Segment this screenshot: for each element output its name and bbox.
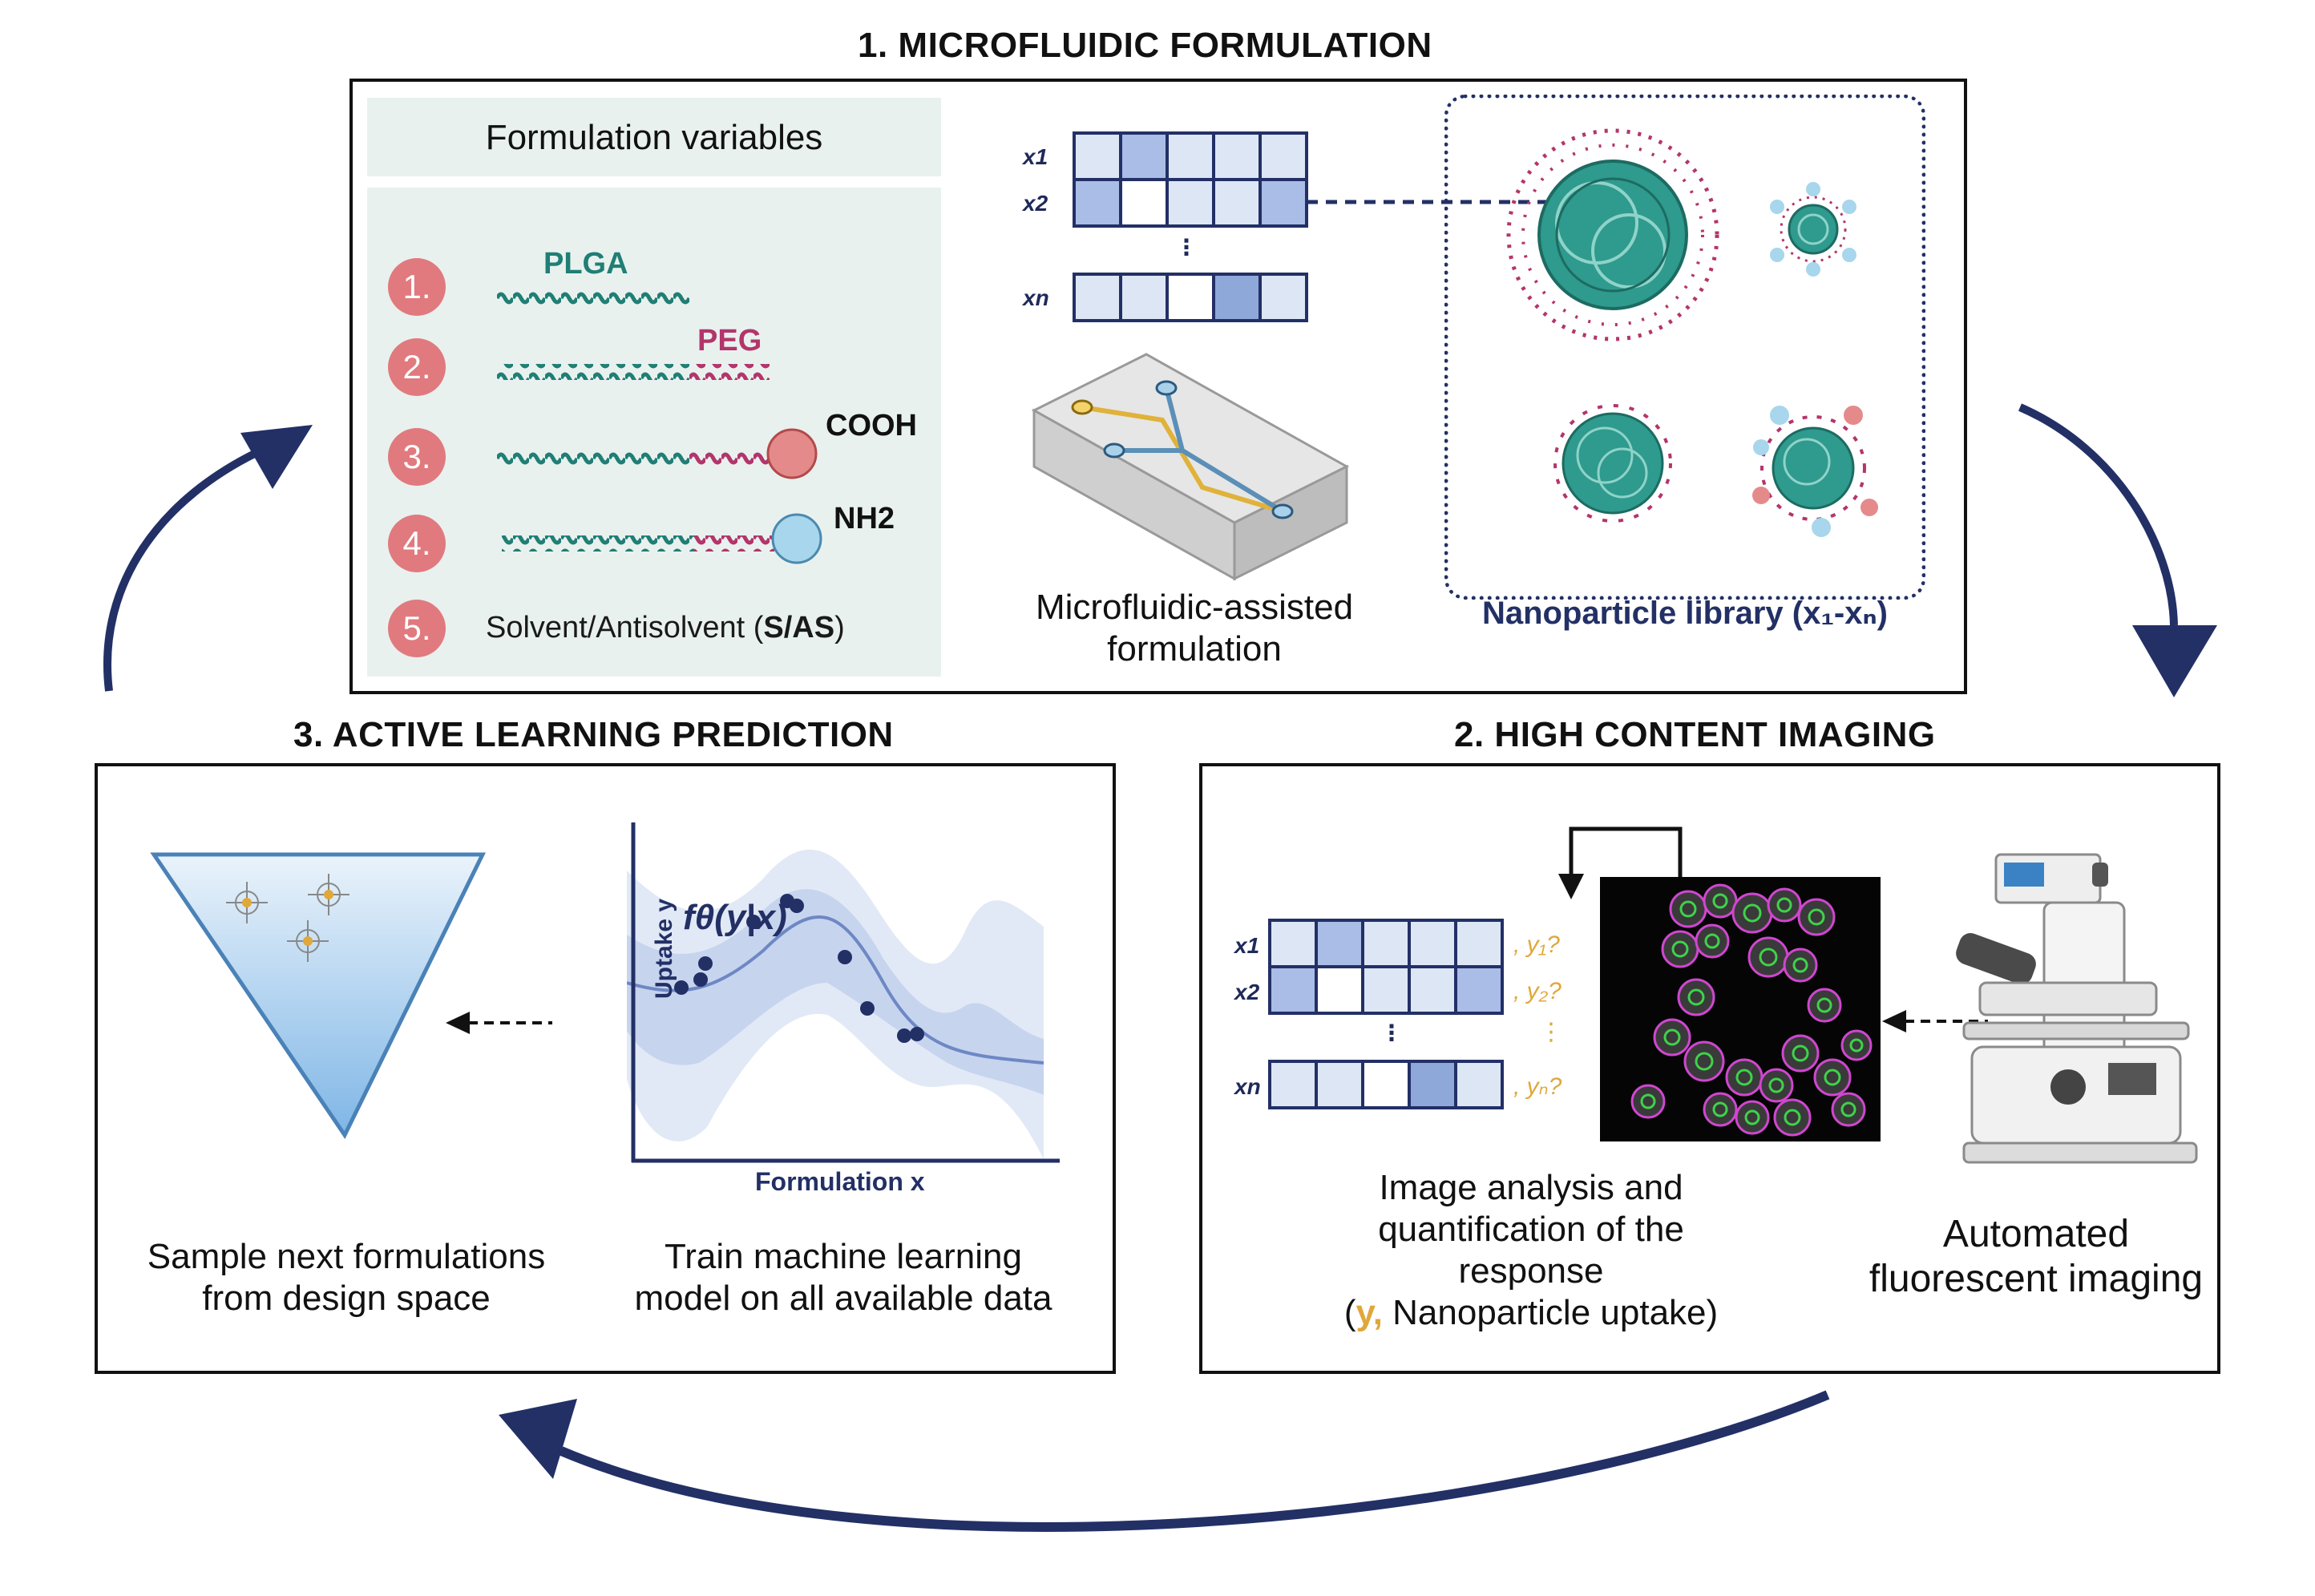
section-1-title: 1. MICROFLUIDIC FORMULATION [858,26,1432,65]
microscope-to-image-arrow [1882,1010,1988,1032]
y1-label: , y₁? [1513,931,1560,958]
cooh-label: COOH [826,409,917,442]
analysis-caption-line1: Image analysis and [1379,1168,1683,1207]
fluorescence-image [1600,877,1881,1141]
feedback-arrow [1558,826,1683,899]
y-ellipsis: ⋮ [1539,1019,1563,1045]
imaging-matrix-x2: x2 [1234,980,1260,1004]
imaging-panel: x1 x2 ⋮ xn , y₁? , y₂? ⋮ , yₙ? [1199,763,2220,1374]
variable-number-2: 2. [388,338,446,396]
analysis-caption-line4: (y, Nanoparticle uptake) [1343,1293,1719,1332]
variables-header-box [367,98,941,176]
model-to-sampling-arrow [446,1012,552,1034]
polymer-chains-illustration [497,289,822,564]
design-space-triangle [150,852,487,1139]
imaging-caption-line2: fluorescent imaging [1869,1258,2204,1300]
x-axis-label: Formulation x [755,1167,925,1196]
plga-label: PLGA [543,247,628,281]
analysis-caption-line2: quantification of the [1378,1210,1684,1249]
imaging-matrix-xn: xn [1234,1074,1261,1099]
yn-label: , yₙ? [1513,1073,1562,1100]
variable-number-5: 5. [388,600,446,657]
y-axis-label: Uptake y [651,898,677,999]
train-caption-line2: model on all available data [634,1279,1052,1318]
imaging-caption-line1: Automated [1942,1213,2130,1255]
matrix-label-xn: xn [1023,285,1049,310]
medium-nanoparticle [1553,404,1672,523]
matrix-label-x2: x2 [1023,191,1048,216]
imaging-matrix-x1: x1 [1234,933,1260,958]
matrix-ellipsis: ⋮ [1175,235,1198,260]
gp-model-plot [627,822,1060,1163]
peg-label: PEG [697,324,762,358]
variable-number-4: 4. [388,515,446,572]
microfluidic-caption-line1: Microfluidic-assisted [1035,588,1354,627]
matrix-label-x1: x1 [1023,144,1048,169]
sample-caption-line2: from design space [202,1279,491,1318]
solvent-label: Solvent/Antisolvent (S/AS) [486,611,845,644]
active-learning-panel: fθ(y|x) Uptake y Formulation x Sample ne… [95,763,1116,1374]
analysis-caption-line3: response [1458,1251,1604,1291]
nanoparticle-illustrations [1506,128,1878,537]
formulation-matrix [1073,131,1308,322]
large-peg-nanoparticle [1506,128,1719,341]
variable-number-3: 3. [388,428,446,486]
sample-caption-line1: Sample next formulations [147,1237,546,1276]
microscope-illustration [1956,853,2198,1164]
microfluidic-caption-line2: formulation [1107,629,1282,669]
y-highlight: y, [1355,1293,1383,1332]
model-function-label: fθ(y|x) [683,898,787,937]
nh2-label: NH2 [834,502,895,535]
variables-header: Formulation variables [485,118,823,157]
variable-number-1: 1. [388,258,446,316]
y2-label: , y₂? [1513,978,1562,1004]
section-3-title: 3. ACTIVE LEARNING PREDICTION [293,715,894,754]
section-2-title: 2. HIGH CONTENT IMAGING [1454,715,1936,754]
train-caption-line1: Train machine learning [665,1237,1022,1276]
response-matrix [1268,919,1504,1109]
variables-list-box [367,188,941,677]
microfluidic-chip-illustration [1031,353,1350,581]
nanoparticle-library-caption: Nanoparticle library (x₁-xₙ) [1481,596,1888,631]
mixed-charged-nanoparticle [1752,406,1878,537]
formulation-panel: Formulation variables 1. 2. 3. 4. 5. PLG… [349,79,1967,694]
small-nh2-nanoparticle [1770,182,1856,277]
nanoparticle-library-box [1444,95,1925,600]
imaging-matrix-ellipsis: ⋮ [1380,1020,1403,1045]
